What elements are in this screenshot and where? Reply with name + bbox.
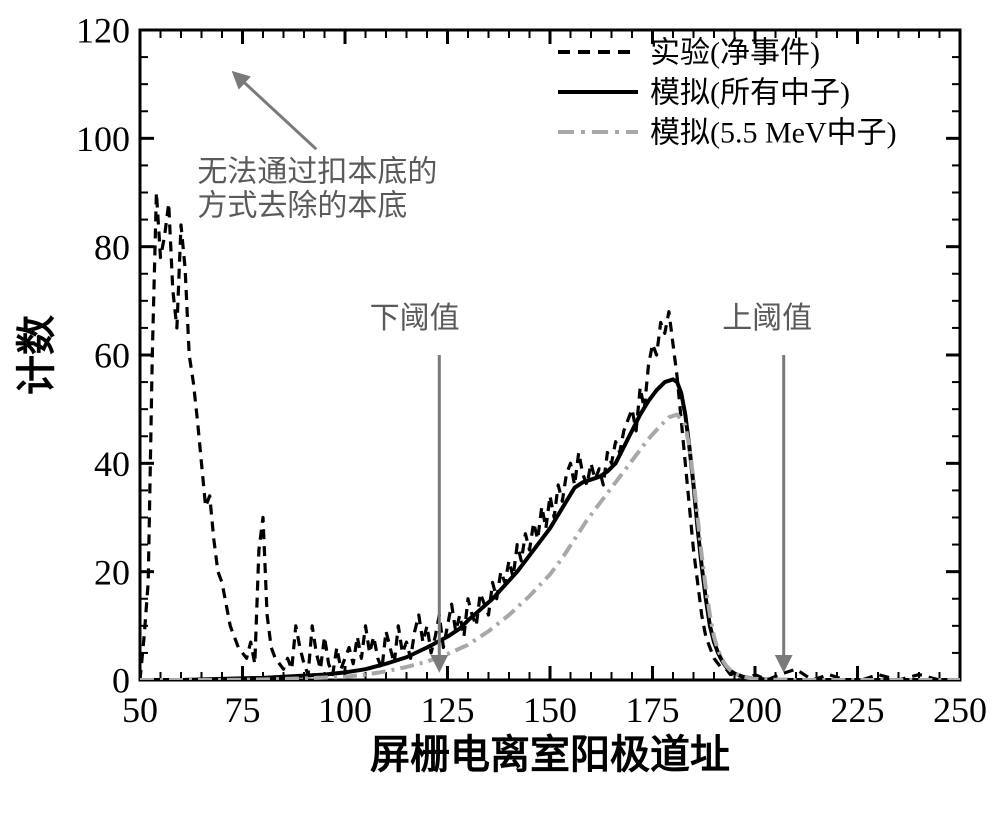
ytick-label: 0 xyxy=(112,661,130,701)
ytick-label: 120 xyxy=(76,11,130,51)
chart-svg: 5075100125150175200225250020406080100120… xyxy=(0,0,1000,826)
xtick-label: 125 xyxy=(421,690,475,730)
xtick-label: 225 xyxy=(831,690,885,730)
ytick-label: 100 xyxy=(76,119,130,159)
xtick-label: 75 xyxy=(225,690,261,730)
ytick-label: 60 xyxy=(94,336,130,376)
ytick-label: 80 xyxy=(94,227,130,267)
ytick-label: 40 xyxy=(94,444,130,484)
xtick-label: 175 xyxy=(626,690,680,730)
chart-container: 5075100125150175200225250020406080100120… xyxy=(0,0,1000,826)
background-label: 方式去除的本底 xyxy=(197,190,407,223)
x-axis-title: 屏栅电离室阳极道址 xyxy=(370,732,730,777)
background-label: 无法通过扣本底的 xyxy=(197,156,437,189)
lower-threshold-label: 下阈值 xyxy=(370,302,460,335)
ytick-label: 20 xyxy=(94,552,130,592)
series-exp-net xyxy=(140,193,960,681)
background-label-arrow xyxy=(234,73,316,149)
legend-label: 实验(净事件) xyxy=(650,37,820,70)
xtick-label: 250 xyxy=(933,690,987,730)
xtick-label: 200 xyxy=(728,690,782,730)
xtick-label: 100 xyxy=(318,690,372,730)
upper-threshold-label: 上阈值 xyxy=(722,302,812,335)
legend-label: 模拟(5.5 MeV中子) xyxy=(650,117,897,150)
y-axis-title: 计数 xyxy=(14,315,59,395)
xtick-label: 150 xyxy=(523,690,577,730)
legend-label: 模拟(所有中子) xyxy=(650,77,850,110)
